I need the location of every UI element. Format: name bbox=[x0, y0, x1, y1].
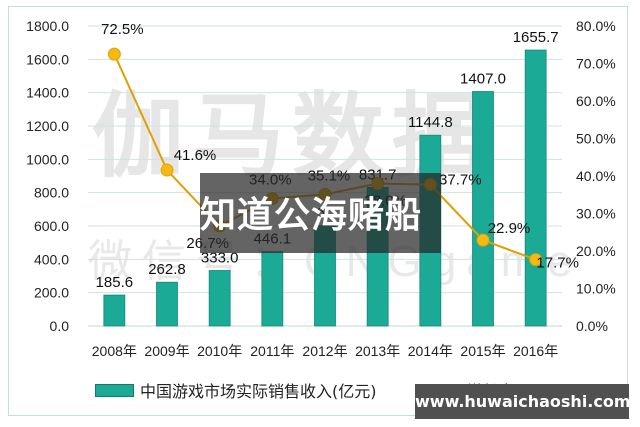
x-tick: 2014年 bbox=[408, 343, 453, 359]
title-overlay-box bbox=[200, 173, 441, 253]
bar[interactable] bbox=[472, 91, 494, 327]
bar-value-label: 1655.7 bbox=[513, 29, 559, 46]
watermark-big: 伽马数据 bbox=[92, 86, 492, 188]
bar[interactable] bbox=[103, 294, 126, 327]
y-right-tick: 0.0% bbox=[576, 318, 608, 334]
x-tick: 2013年 bbox=[355, 343, 400, 359]
y-right-tick: 60.0% bbox=[576, 93, 616, 109]
growth-value-label: 22.9% bbox=[488, 220, 531, 237]
growth-value-label: 41.6% bbox=[174, 147, 217, 164]
y-right-tick: 30.0% bbox=[576, 206, 616, 222]
y-left-tick: 1400.0 bbox=[26, 85, 69, 101]
bar[interactable] bbox=[524, 49, 547, 327]
y-left-tick: 1000.0 bbox=[26, 151, 69, 167]
x-tick: 2009年 bbox=[144, 343, 189, 359]
x-tick: 2012年 bbox=[302, 343, 347, 359]
y-left-tick: 400.0 bbox=[34, 251, 69, 267]
growth-value-label: 17.7% bbox=[536, 255, 579, 272]
y-right-tick: 80.0% bbox=[576, 18, 616, 34]
x-tick: 2015年 bbox=[460, 343, 505, 359]
bar[interactable] bbox=[208, 270, 231, 327]
bar-value-label: 1144.8 bbox=[408, 114, 453, 131]
x-tick: 2008年 bbox=[92, 343, 137, 359]
y-left-tick: 0.0 bbox=[50, 318, 70, 334]
growth-value-label: 37.7% bbox=[439, 172, 482, 189]
x-tick: 2016年 bbox=[513, 343, 558, 359]
growth-value-label: 72.5% bbox=[101, 21, 144, 38]
y-left-tick: 200.0 bbox=[34, 285, 69, 301]
site-url-banner[interactable]: www.huwaichaoshi.com bbox=[415, 384, 631, 419]
y-left-tick: 800.0 bbox=[34, 185, 69, 201]
bar-value-label: 185.6 bbox=[96, 274, 134, 291]
bar[interactable] bbox=[261, 251, 284, 327]
bar-value-label: 333.0 bbox=[201, 250, 239, 267]
y-left-tick: 1600.0 bbox=[26, 51, 69, 67]
growth-marker[interactable] bbox=[529, 253, 543, 267]
bar-value-label: 262.8 bbox=[148, 261, 186, 278]
growth-marker[interactable] bbox=[160, 163, 174, 177]
growth-marker[interactable] bbox=[476, 233, 490, 247]
bar-legend-swatch bbox=[95, 383, 134, 397]
y-right-tick: 10.0% bbox=[576, 281, 616, 297]
y-right-tick: 70.0% bbox=[576, 56, 616, 72]
x-tick: 2010年 bbox=[197, 343, 242, 359]
growth-marker[interactable] bbox=[107, 47, 121, 61]
overlay-title: 知道公海赌船 bbox=[200, 195, 423, 236]
y-left-tick: 600.0 bbox=[34, 218, 69, 234]
y-right-tick: 50.0% bbox=[576, 131, 616, 147]
y-left-tick: 1200.0 bbox=[26, 118, 69, 134]
y-right-tick: 20.0% bbox=[576, 243, 616, 259]
bar-value-label: 1407.0 bbox=[460, 71, 506, 88]
y-right-tick: 40.0% bbox=[576, 168, 616, 184]
bar[interactable] bbox=[156, 281, 178, 327]
bar-legend-label: 中国游戏市场实际销售收入(亿元) bbox=[140, 382, 377, 401]
x-tick: 2011年 bbox=[250, 343, 294, 359]
y-left-tick: 1800.0 bbox=[26, 18, 69, 34]
